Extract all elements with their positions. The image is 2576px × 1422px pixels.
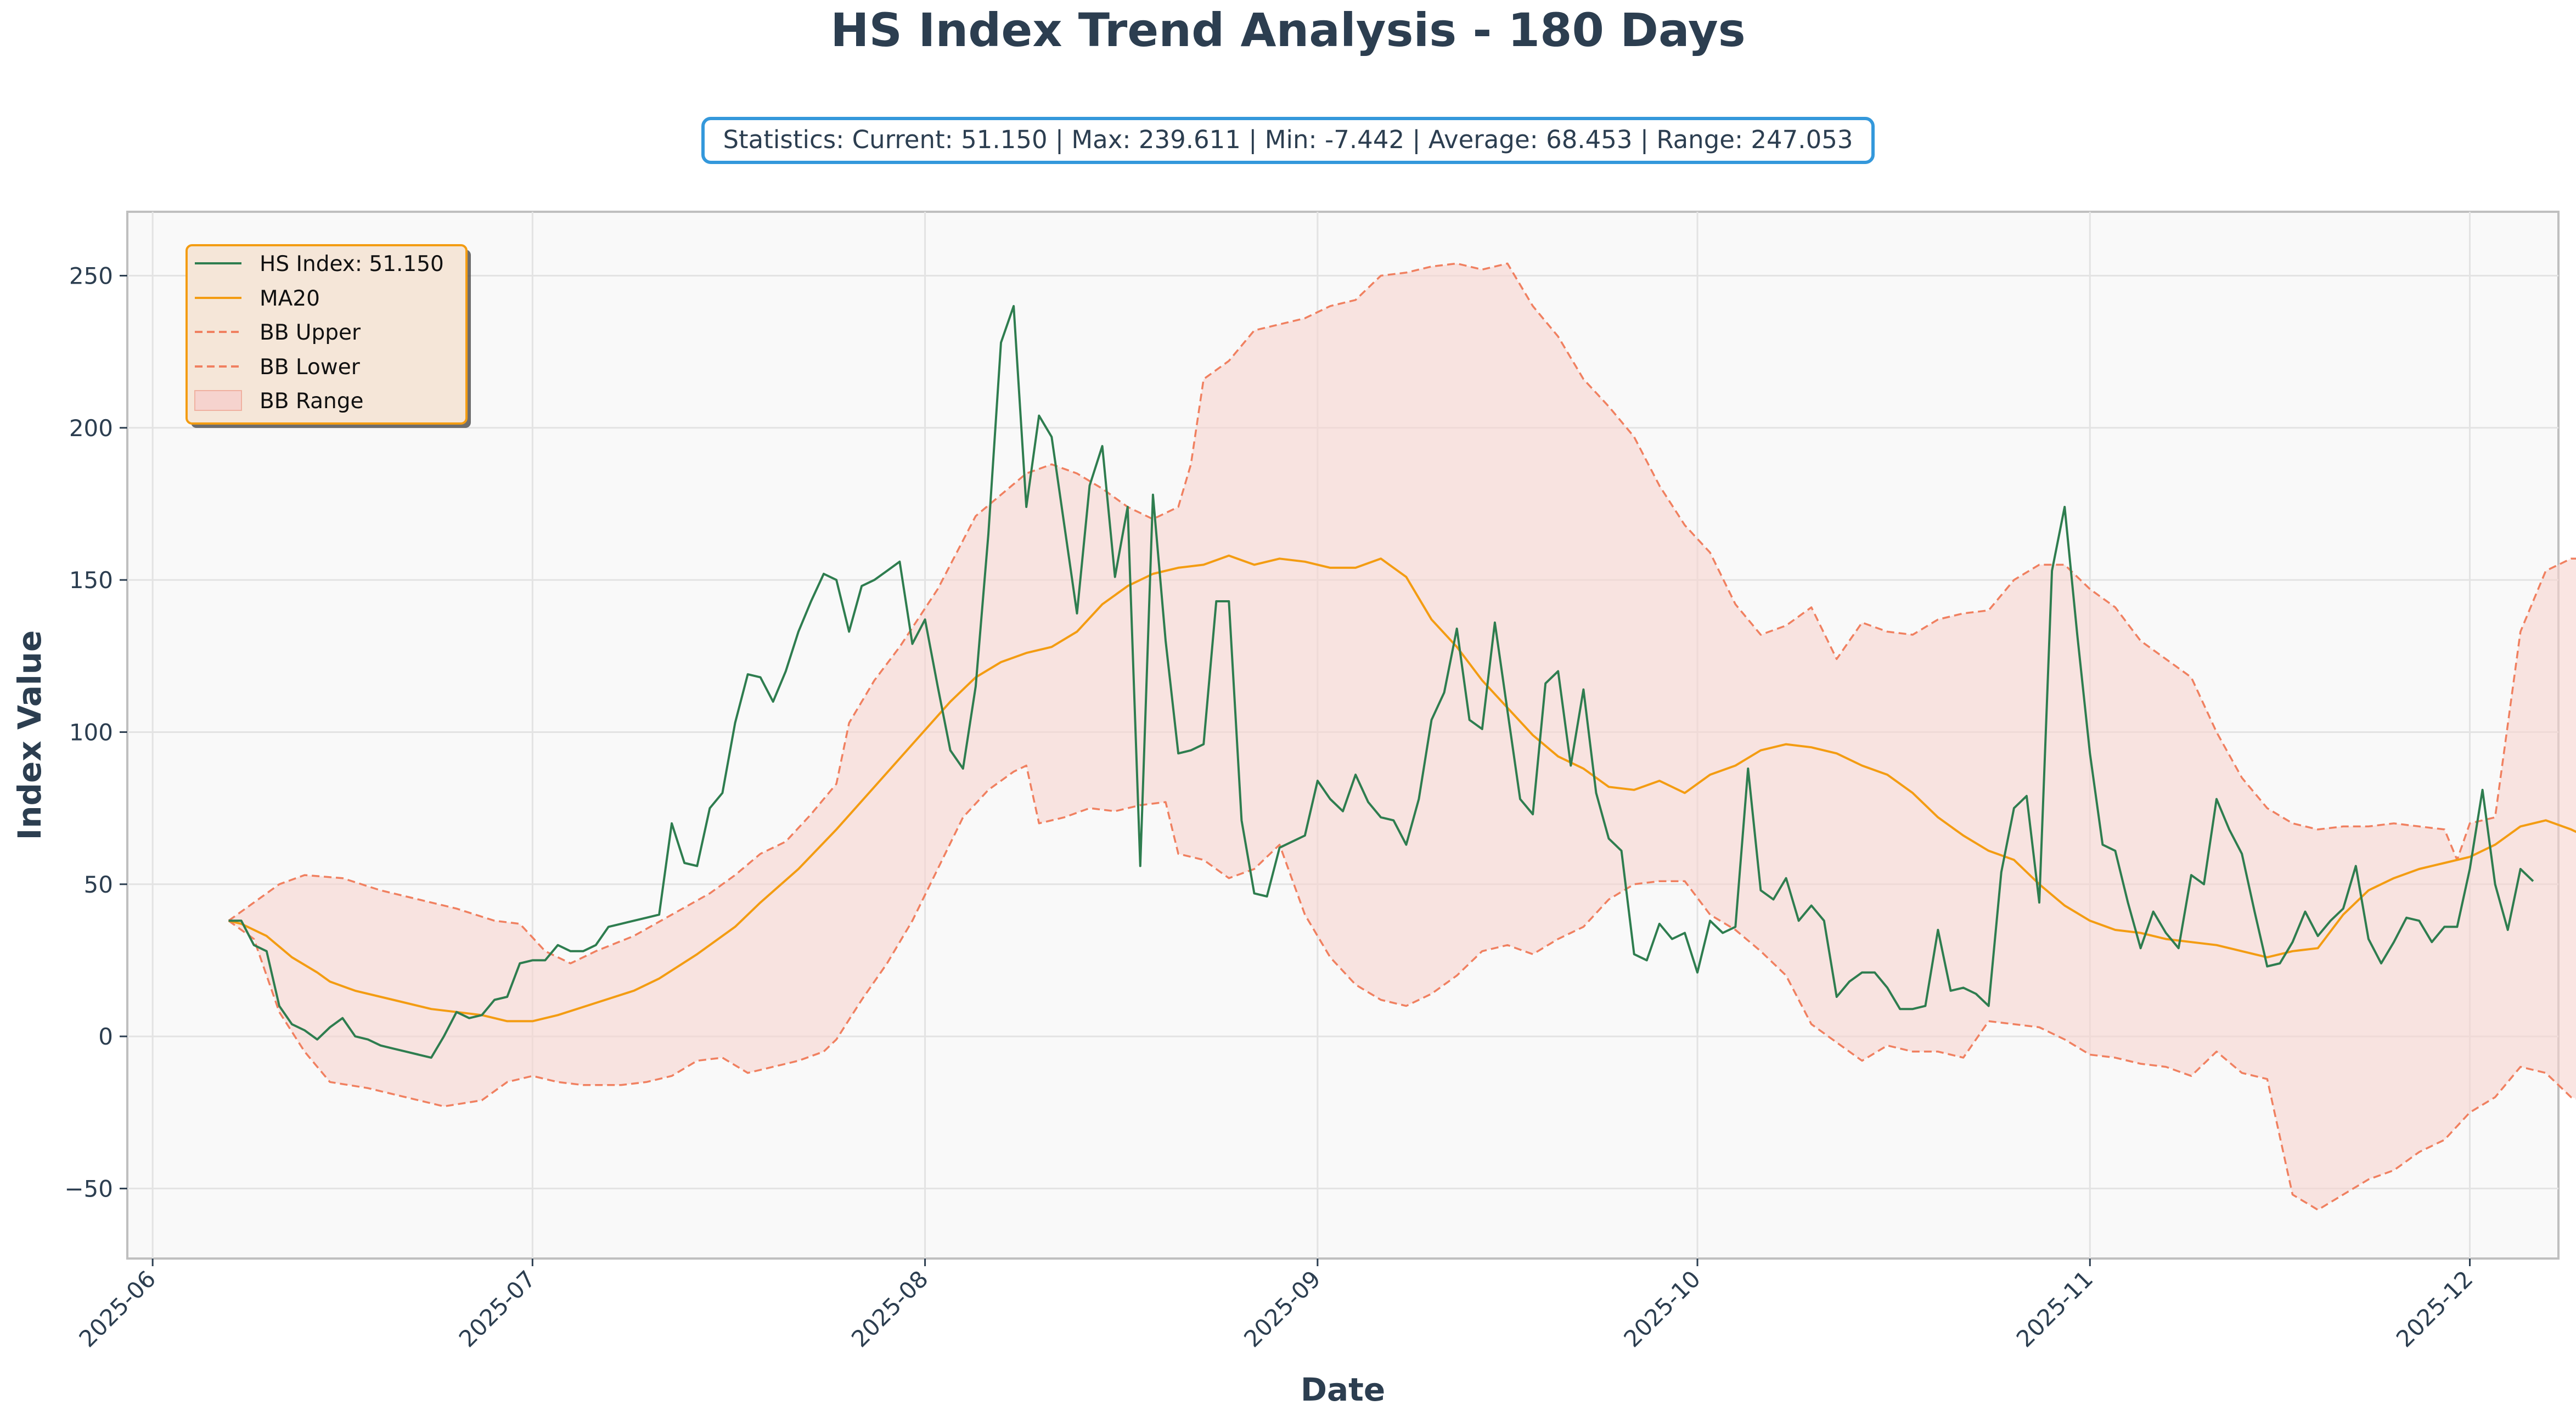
y-tick-label: 0 [98, 1023, 113, 1050]
x-axis-ticks: 2025-06 2025-07 2025-08 2025-09 2025-10 2025-… [74, 1259, 2478, 1352]
y-axis-ticks: −50 0 50 100 150 200 250 [64, 262, 127, 1202]
y-tick-label: 50 [84, 871, 113, 898]
bb-range-band [228, 263, 2576, 1210]
x-axis-label: Date [1301, 1371, 1385, 1408]
y-tick-label: −50 [64, 1175, 113, 1202]
legend-label-bb-lower: BB Lower [260, 355, 361, 380]
legend-item-bb-range: BB Range [194, 389, 364, 414]
stats-text: Statistics: Current: 51.150 | Max: 239.6… [723, 125, 1853, 154]
legend: HS Index: 51.150 MA20 BB Upper BB Lower … [185, 244, 471, 428]
y-tick-label: 250 [69, 262, 113, 289]
legend-label-bb-upper: BB Upper [260, 320, 361, 345]
legend-label-hs-index: HS Index: 51.150 [260, 252, 444, 276]
hs-index-line [228, 304, 2534, 1059]
legend-item-hs-index: HS Index: 51.150 [195, 252, 444, 276]
chart-title: HS Index Trend Analysis - 180 Days [830, 3, 1746, 57]
ma20-line [228, 554, 2576, 1023]
bb-lower-line [228, 764, 2576, 1211]
series-layer [228, 262, 2576, 1211]
x-tick-label: 2025-06 [74, 1265, 161, 1352]
y-axis-label: Index Value [11, 630, 48, 840]
bb-upper-line [228, 262, 2576, 964]
x-tick-label: 2025-12 [2391, 1265, 2478, 1352]
x-tick-label: 2025-09 [1239, 1265, 1326, 1352]
legend-item-bb-upper: BB Upper [195, 320, 361, 345]
x-tick-label: 2025-08 [846, 1265, 933, 1352]
y-tick-label: 200 [69, 415, 113, 442]
stats-box: Statistics: Current: 51.150 | Max: 239.6… [701, 117, 1875, 164]
x-tick-label: 2025-10 [1618, 1265, 1706, 1352]
y-tick-label: 150 [69, 567, 113, 594]
y-tick-label: 100 [69, 719, 113, 746]
legend-item-bb-lower: BB Lower [195, 355, 361, 380]
x-tick-label: 2025-11 [2011, 1265, 2099, 1352]
legend-label-bb-range: BB Range [260, 389, 364, 414]
legend-item-ma20: MA20 [195, 286, 320, 311]
legend-label-ma20: MA20 [260, 286, 320, 311]
x-tick-label: 2025-07 [454, 1265, 541, 1352]
